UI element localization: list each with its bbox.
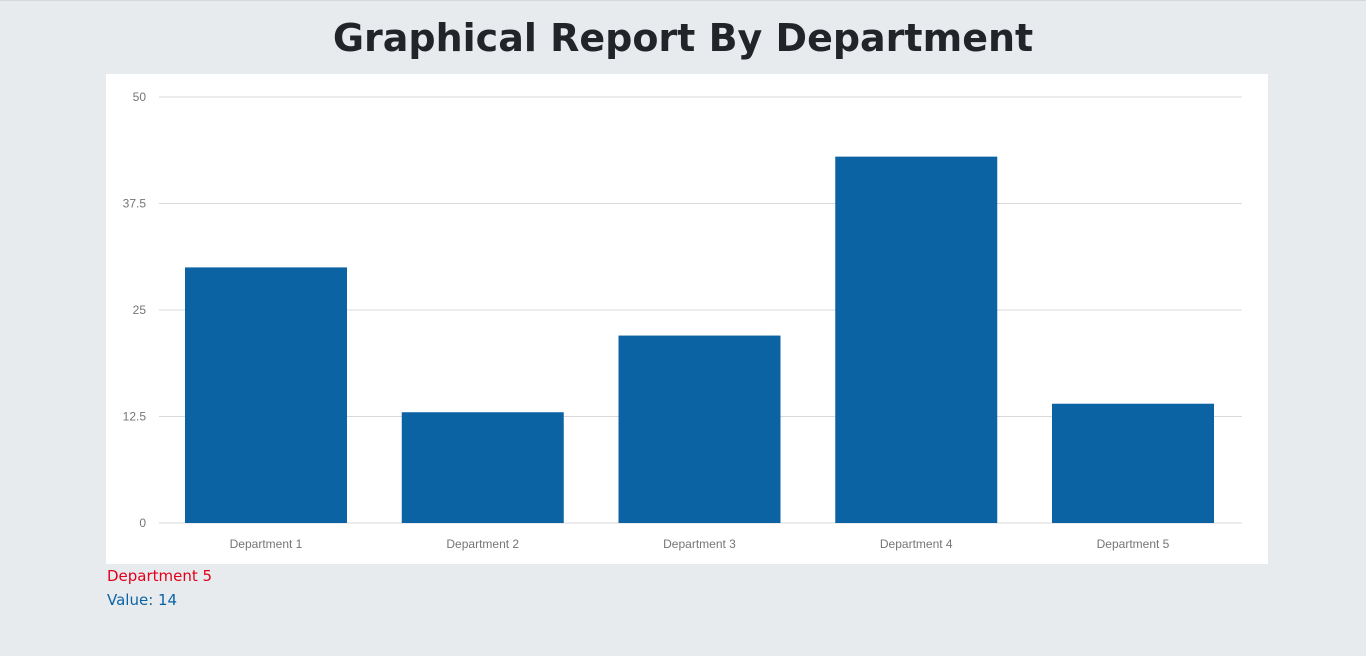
bar-layer [185,156,1214,523]
selected-department-name: Department 5 [107,567,213,585]
bar-5[interactable] [1052,403,1214,523]
bar-2[interactable] [401,412,564,523]
x-category-label: Department 5 [1097,537,1170,551]
x-category-label: Department 1 [230,537,303,551]
y-axis-ticks: 0 12.5 25 37.5 50 [123,90,147,530]
top-rule [0,0,1366,1]
chart-card: 0 12.5 25 37.5 50 Department 1 Department 2 De… [106,74,1268,564]
x-category-label: Department 3 [663,537,736,551]
selected-department-value: Value: 14 [107,591,178,609]
y-tick-label: 25 [133,303,147,317]
y-tick-label: 0 [139,516,146,530]
y-tick-label: 50 [133,90,147,104]
page-title: Graphical Report By Department [332,16,1034,60]
x-category-label: Department 4 [880,537,953,551]
y-tick-label: 12.5 [123,410,147,424]
bar-4[interactable] [835,156,998,523]
bar-1[interactable] [185,267,347,523]
x-category-label: Department 2 [446,537,519,551]
bar-3[interactable] [618,335,781,523]
x-axis-labels: Department 1 Department 2 Department 3 Depa… [230,537,1170,551]
y-tick-label: 37.5 [123,197,147,211]
